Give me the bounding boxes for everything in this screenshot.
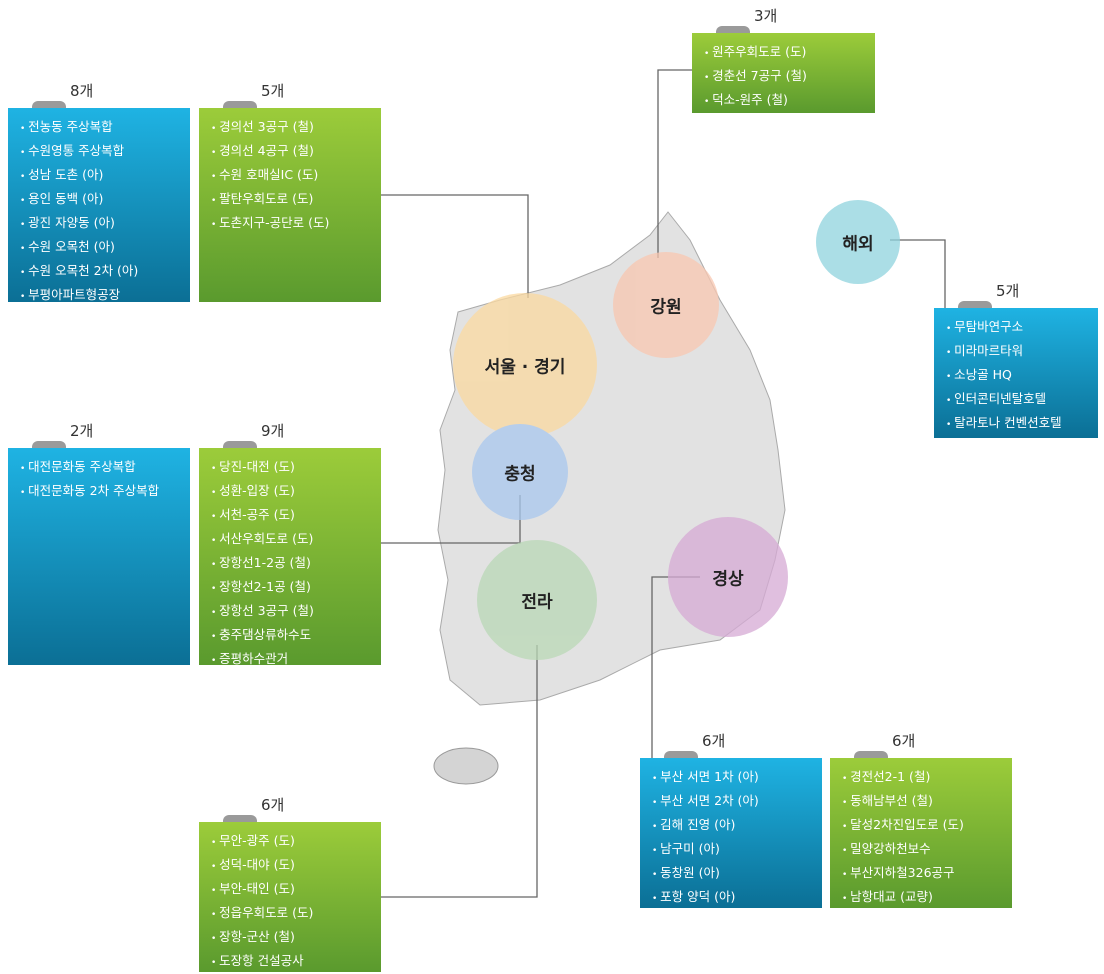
box-tab — [716, 26, 750, 33]
box-tab — [223, 815, 257, 822]
project-item: 장항선2-1공 (철) — [211, 576, 375, 600]
project-item: 미라마르타워 — [946, 340, 1092, 364]
box-count: 5개 — [261, 82, 285, 100]
box-count: 3개 — [754, 7, 778, 25]
project-item: 김해 진영 (아) — [652, 814, 816, 838]
project-box: 대전문화동 주상복합대전문화동 2차 주상복합 — [8, 448, 190, 665]
project-item: 소낭골 HQ — [946, 364, 1092, 388]
region-label: 경상 — [712, 569, 744, 590]
project-box: 경전선2-1 (철)동해남부선 (철)달성2차진입도로 (도)밀양강하천보수부산… — [830, 758, 1012, 908]
box-count: 9개 — [261, 422, 285, 440]
project-item: 광진 자양동 (아) — [20, 212, 184, 236]
box-tab — [32, 101, 66, 108]
project-item: 달성2차진입도로 (도) — [842, 814, 1006, 838]
project-item: 서천-공주 (도) — [211, 504, 375, 528]
region-label: 서울 · 경기 — [484, 357, 566, 378]
region-label: 해외 — [842, 234, 874, 255]
project-item: 장항선1-2공 (철) — [211, 552, 375, 576]
project-item: 부산 서면 1차 (아) — [652, 766, 816, 790]
project-item: 경전선2-1 (철) — [842, 766, 1006, 790]
project-item: 서산우회도로 (도) — [211, 528, 375, 552]
project-item: 무안-광주 (도) — [211, 830, 375, 854]
box-count: 5개 — [996, 282, 1020, 300]
project-item: 수원영통 주상복합 — [20, 140, 184, 164]
project-item: 동해남부선 (철) — [842, 790, 1006, 814]
project-item: 증평하수관거 — [211, 648, 375, 672]
project-box: 전농동 주상복합수원영통 주상복합성남 도촌 (아)용인 동백 (아)광진 자양… — [8, 108, 190, 302]
project-item: 전농동 주상복합 — [20, 116, 184, 140]
project-box: 당진-대전 (도)성환-입장 (도)서천-공주 (도)서산우회도로 (도)장항선… — [199, 448, 381, 666]
project-item: 덕소-원주 (철) — [704, 89, 869, 113]
box-tab — [223, 441, 257, 448]
project-item: 성덕-대야 (도) — [211, 854, 375, 878]
region-label: 충청 — [504, 464, 536, 485]
project-item: 대전문화동 주상복합 — [20, 456, 184, 480]
project-item: 경춘선 7공구 (철) — [704, 65, 869, 89]
project-box: 원주우회도로 (도)경춘선 7공구 (철)덕소-원주 (철) — [692, 33, 875, 113]
project-item: 수원 오목천 (아) — [20, 236, 184, 260]
region-label: 전라 — [521, 592, 553, 613]
project-item: 장항-군산 (철) — [211, 926, 375, 950]
project-item: 수원 호매실IC (도) — [211, 164, 375, 188]
project-item: 충주댐상류하수도 — [211, 624, 375, 648]
box-count: 2개 — [70, 422, 94, 440]
project-item: 용인 동백 (아) — [20, 188, 184, 212]
project-item: 남항대교 (교량) — [842, 886, 1006, 910]
project-item: 인터콘티넨탈호텔 — [946, 388, 1092, 412]
project-item: 성환-입장 (도) — [211, 480, 375, 504]
project-box: 부산 서면 1차 (아)부산 서면 2차 (아)김해 진영 (아)남구미 (아)… — [640, 758, 822, 908]
project-item: 도촌지구-공단로 (도) — [211, 212, 375, 236]
box-tab — [854, 751, 888, 758]
project-item: 부안-태인 (도) — [211, 878, 375, 902]
project-item: 팔탄우회도로 (도) — [211, 188, 375, 212]
box-count: 6개 — [892, 732, 916, 750]
project-item: 무탐바연구소 — [946, 316, 1092, 340]
project-box: 무안-광주 (도)성덕-대야 (도)부안-태인 (도)정읍우회도로 (도)장항-… — [199, 822, 381, 972]
project-item: 탈라토나 컨벤션호텔 — [946, 412, 1092, 436]
box-count: 6개 — [261, 796, 285, 814]
project-item: 남구미 (아) — [652, 838, 816, 862]
project-item: 원주우회도로 (도) — [704, 41, 869, 65]
box-count: 6개 — [702, 732, 726, 750]
box-tab — [223, 101, 257, 108]
project-item: 경의선 4공구 (철) — [211, 140, 375, 164]
project-item: 장항선 3공구 (철) — [211, 600, 375, 624]
project-item: 정읍우회도로 (도) — [211, 902, 375, 926]
project-item: 부산 서면 2차 (아) — [652, 790, 816, 814]
project-item: 부평아파트형공장 — [20, 284, 184, 308]
project-item: 도장항 건설공사 — [211, 950, 375, 974]
box-tab — [664, 751, 698, 758]
jeju — [433, 747, 499, 785]
project-box: 무탐바연구소미라마르타워소낭골 HQ인터콘티넨탈호텔탈라토나 컨벤션호텔 — [934, 308, 1098, 438]
project-box: 경의선 3공구 (철)경의선 4공구 (철)수원 호매실IC (도)팔탄우회도로… — [199, 108, 381, 302]
project-item: 당진-대전 (도) — [211, 456, 375, 480]
project-item: 동창원 (아) — [652, 862, 816, 886]
project-item: 포항 양덕 (아) — [652, 886, 816, 910]
box-count: 8개 — [70, 82, 94, 100]
region-label: 강원 — [650, 297, 682, 318]
project-item: 수원 오목천 2차 (아) — [20, 260, 184, 284]
project-item: 부산지하철326공구 — [842, 862, 1006, 886]
project-item: 대전문화동 2차 주상복합 — [20, 480, 184, 504]
box-tab — [958, 301, 992, 308]
project-item: 밀양강하천보수 — [842, 838, 1006, 862]
regions — [453, 200, 900, 660]
box-tab — [32, 441, 66, 448]
project-item: 경의선 3공구 (철) — [211, 116, 375, 140]
project-item: 성남 도촌 (아) — [20, 164, 184, 188]
